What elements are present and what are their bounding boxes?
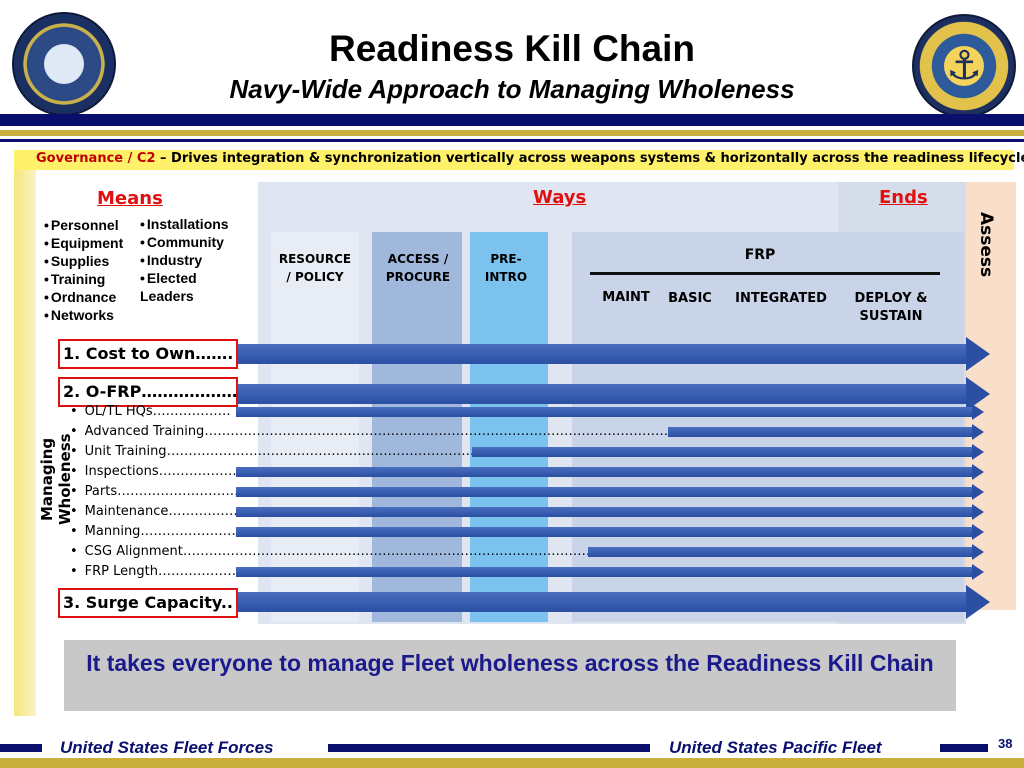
header-stripe-navy-thin [0, 139, 1024, 142]
means-item: Ordnance [44, 288, 123, 306]
surge-capacity-label: 3. Surge Capacity.. [58, 588, 238, 618]
assess-label: Assess [976, 212, 996, 278]
surge-capacity-arrow [236, 585, 990, 619]
means-list-1: Personnel Equipment Supplies Training Or… [44, 216, 123, 324]
message-text: It takes everyone to manage Fleet wholen… [86, 650, 934, 676]
frp-length-arrow [236, 564, 984, 580]
parts-arrow [236, 484, 984, 500]
inspections-label: Inspections………………… [70, 464, 236, 480]
slide-subtitle: Navy-Wide Approach to Managing Wholeness [229, 74, 795, 104]
cost-to-own-label: 1. Cost to Own……. [58, 339, 238, 369]
o-frp-arrow [236, 377, 990, 411]
means-item: Personnel [44, 216, 123, 234]
cost-to-own-arrow [236, 337, 990, 371]
advanced-training-arrow [668, 424, 984, 440]
governance-description: – Drives integration & synchronization v… [155, 151, 1024, 166]
means-item: Installations [140, 215, 229, 233]
manning-label: Manning…………………… [70, 524, 236, 540]
anchor-icon: ⚓ [946, 44, 982, 88]
deploy-sustain-label: DEPLOY & SUSTAIN [854, 291, 928, 324]
o-frp-label: 2. O-FRP……………… [58, 377, 238, 407]
means-item: Networks [44, 306, 123, 324]
frp-label: FRP [744, 247, 776, 263]
frp-divider [590, 272, 940, 275]
governance-text: Governance / C2 – Drives integration & s… [36, 151, 1024, 166]
means-item: Elected Leaders [140, 269, 220, 305]
header-stripe-navy [0, 114, 1024, 126]
footer-bar [0, 744, 42, 752]
manning-arrow [236, 524, 984, 540]
maintenance-label: Maintenance……………… [70, 504, 236, 520]
access-procure-label: ACCESS / PROCURE [385, 252, 451, 284]
footer-left-text: United States Fleet Forces [60, 738, 274, 757]
means-item: Community [140, 233, 229, 251]
means-item: Industry [140, 251, 229, 269]
means-item: Supplies [44, 252, 123, 270]
resource-policy-label: RESOURCE / POLICY [278, 252, 352, 284]
advanced-training-label: Advanced Training……………………………………………………………… [70, 424, 668, 440]
means-item: Equipment [44, 234, 123, 252]
managing-wholeness-label: Managing Wholeness [38, 433, 74, 525]
integrated-label: INTEGRATED [735, 291, 827, 306]
footer-gold-stripe [0, 758, 1024, 768]
maintenance-arrow [236, 504, 984, 520]
eagle-seal-icon [44, 44, 84, 84]
anchor-seal-icon [944, 46, 984, 86]
ends-heading: Ends [879, 187, 928, 208]
csg-alignment-arrow [588, 544, 984, 560]
basic-label: BASIC [668, 291, 712, 306]
pre-intro-label: PRE-INTRO [484, 252, 528, 284]
governance-left-band [14, 170, 36, 716]
means-heading: Means [97, 188, 163, 209]
frp-length-label: FRP Length………………… [70, 564, 236, 580]
page-number: 38 [998, 736, 1013, 751]
unit-training-label: Unit Training…………………………………………………………………… [70, 444, 472, 460]
ol-tl-hqs-arrow [236, 404, 984, 420]
inspections-arrow [236, 464, 984, 480]
footer-bar [328, 744, 650, 752]
governance-banner [14, 150, 1014, 170]
slide-title: Readiness Kill Chain [329, 28, 695, 69]
means-item: Training [44, 270, 123, 288]
governance-prefix: Governance / C2 [36, 151, 156, 166]
message-box [64, 640, 956, 711]
unit-training-arrow [472, 444, 984, 460]
csg-alignment-label: CSG Alignment………………………………………………………………………… [70, 544, 588, 560]
footer-bar [940, 744, 988, 752]
footer-right-text: United States Pacific Fleet [669, 738, 882, 757]
maint-label: MAINT [602, 290, 650, 305]
means-list-2: Installations Community Industry Elected… [140, 215, 229, 305]
ways-heading: Ways [533, 187, 587, 208]
ol-tl-hqs-label: OL/TL HQs……………… [70, 404, 236, 420]
fleet-forces-command-logo [12, 12, 116, 116]
header-stripe-gold [0, 130, 1024, 136]
parts-label: Parts………………………… [70, 484, 236, 500]
